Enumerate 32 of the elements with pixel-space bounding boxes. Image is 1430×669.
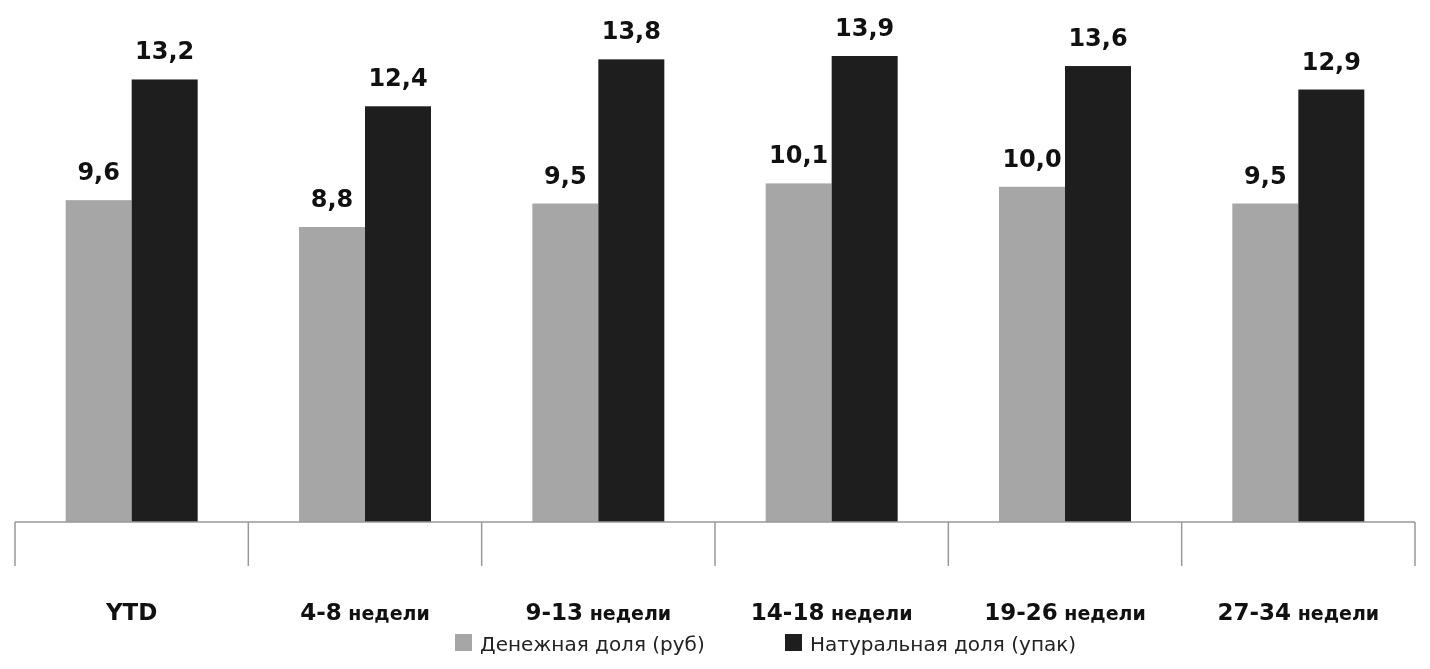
data-label: 13,8 bbox=[601, 17, 661, 46]
bar bbox=[1232, 203, 1299, 522]
legend-label: Натуральная доля (упак) bbox=[810, 632, 1077, 656]
bar bbox=[1298, 89, 1365, 522]
x-tick-label: 19-26 недели bbox=[984, 599, 1146, 625]
data-label: 9,5 bbox=[1244, 161, 1287, 190]
data-label: 9,5 bbox=[544, 161, 587, 190]
x-tick-label: 4-8 недели bbox=[300, 599, 430, 625]
data-label: 12,4 bbox=[368, 64, 428, 93]
data-label: 9,6 bbox=[77, 158, 120, 187]
bar bbox=[831, 56, 898, 522]
bar bbox=[532, 203, 599, 522]
data-label: 8,8 bbox=[310, 184, 354, 213]
bar bbox=[299, 226, 365, 522]
data-label: 13,2 bbox=[135, 37, 195, 66]
bar bbox=[65, 200, 132, 522]
bar bbox=[1065, 66, 1131, 522]
data-label: 10,1 bbox=[769, 141, 829, 170]
x-tick-label: 27-34 недели bbox=[1217, 599, 1380, 625]
data-label: 12,9 bbox=[1301, 47, 1361, 76]
bar bbox=[598, 59, 665, 522]
bar bbox=[999, 186, 1065, 522]
x-tick-label: 14-18 недели bbox=[750, 599, 913, 625]
data-label: 13,9 bbox=[835, 14, 895, 42]
bar bbox=[765, 183, 832, 522]
x-tick-label: YTD bbox=[104, 599, 158, 625]
bar bbox=[131, 79, 198, 522]
x-tick-label: 9-13 недели bbox=[525, 599, 672, 625]
bar bbox=[365, 106, 431, 522]
legend-label: Денежная доля (руб) bbox=[480, 632, 705, 656]
data-label: 13,6 bbox=[1068, 24, 1128, 53]
data-label: 10,0 bbox=[1002, 144, 1062, 173]
